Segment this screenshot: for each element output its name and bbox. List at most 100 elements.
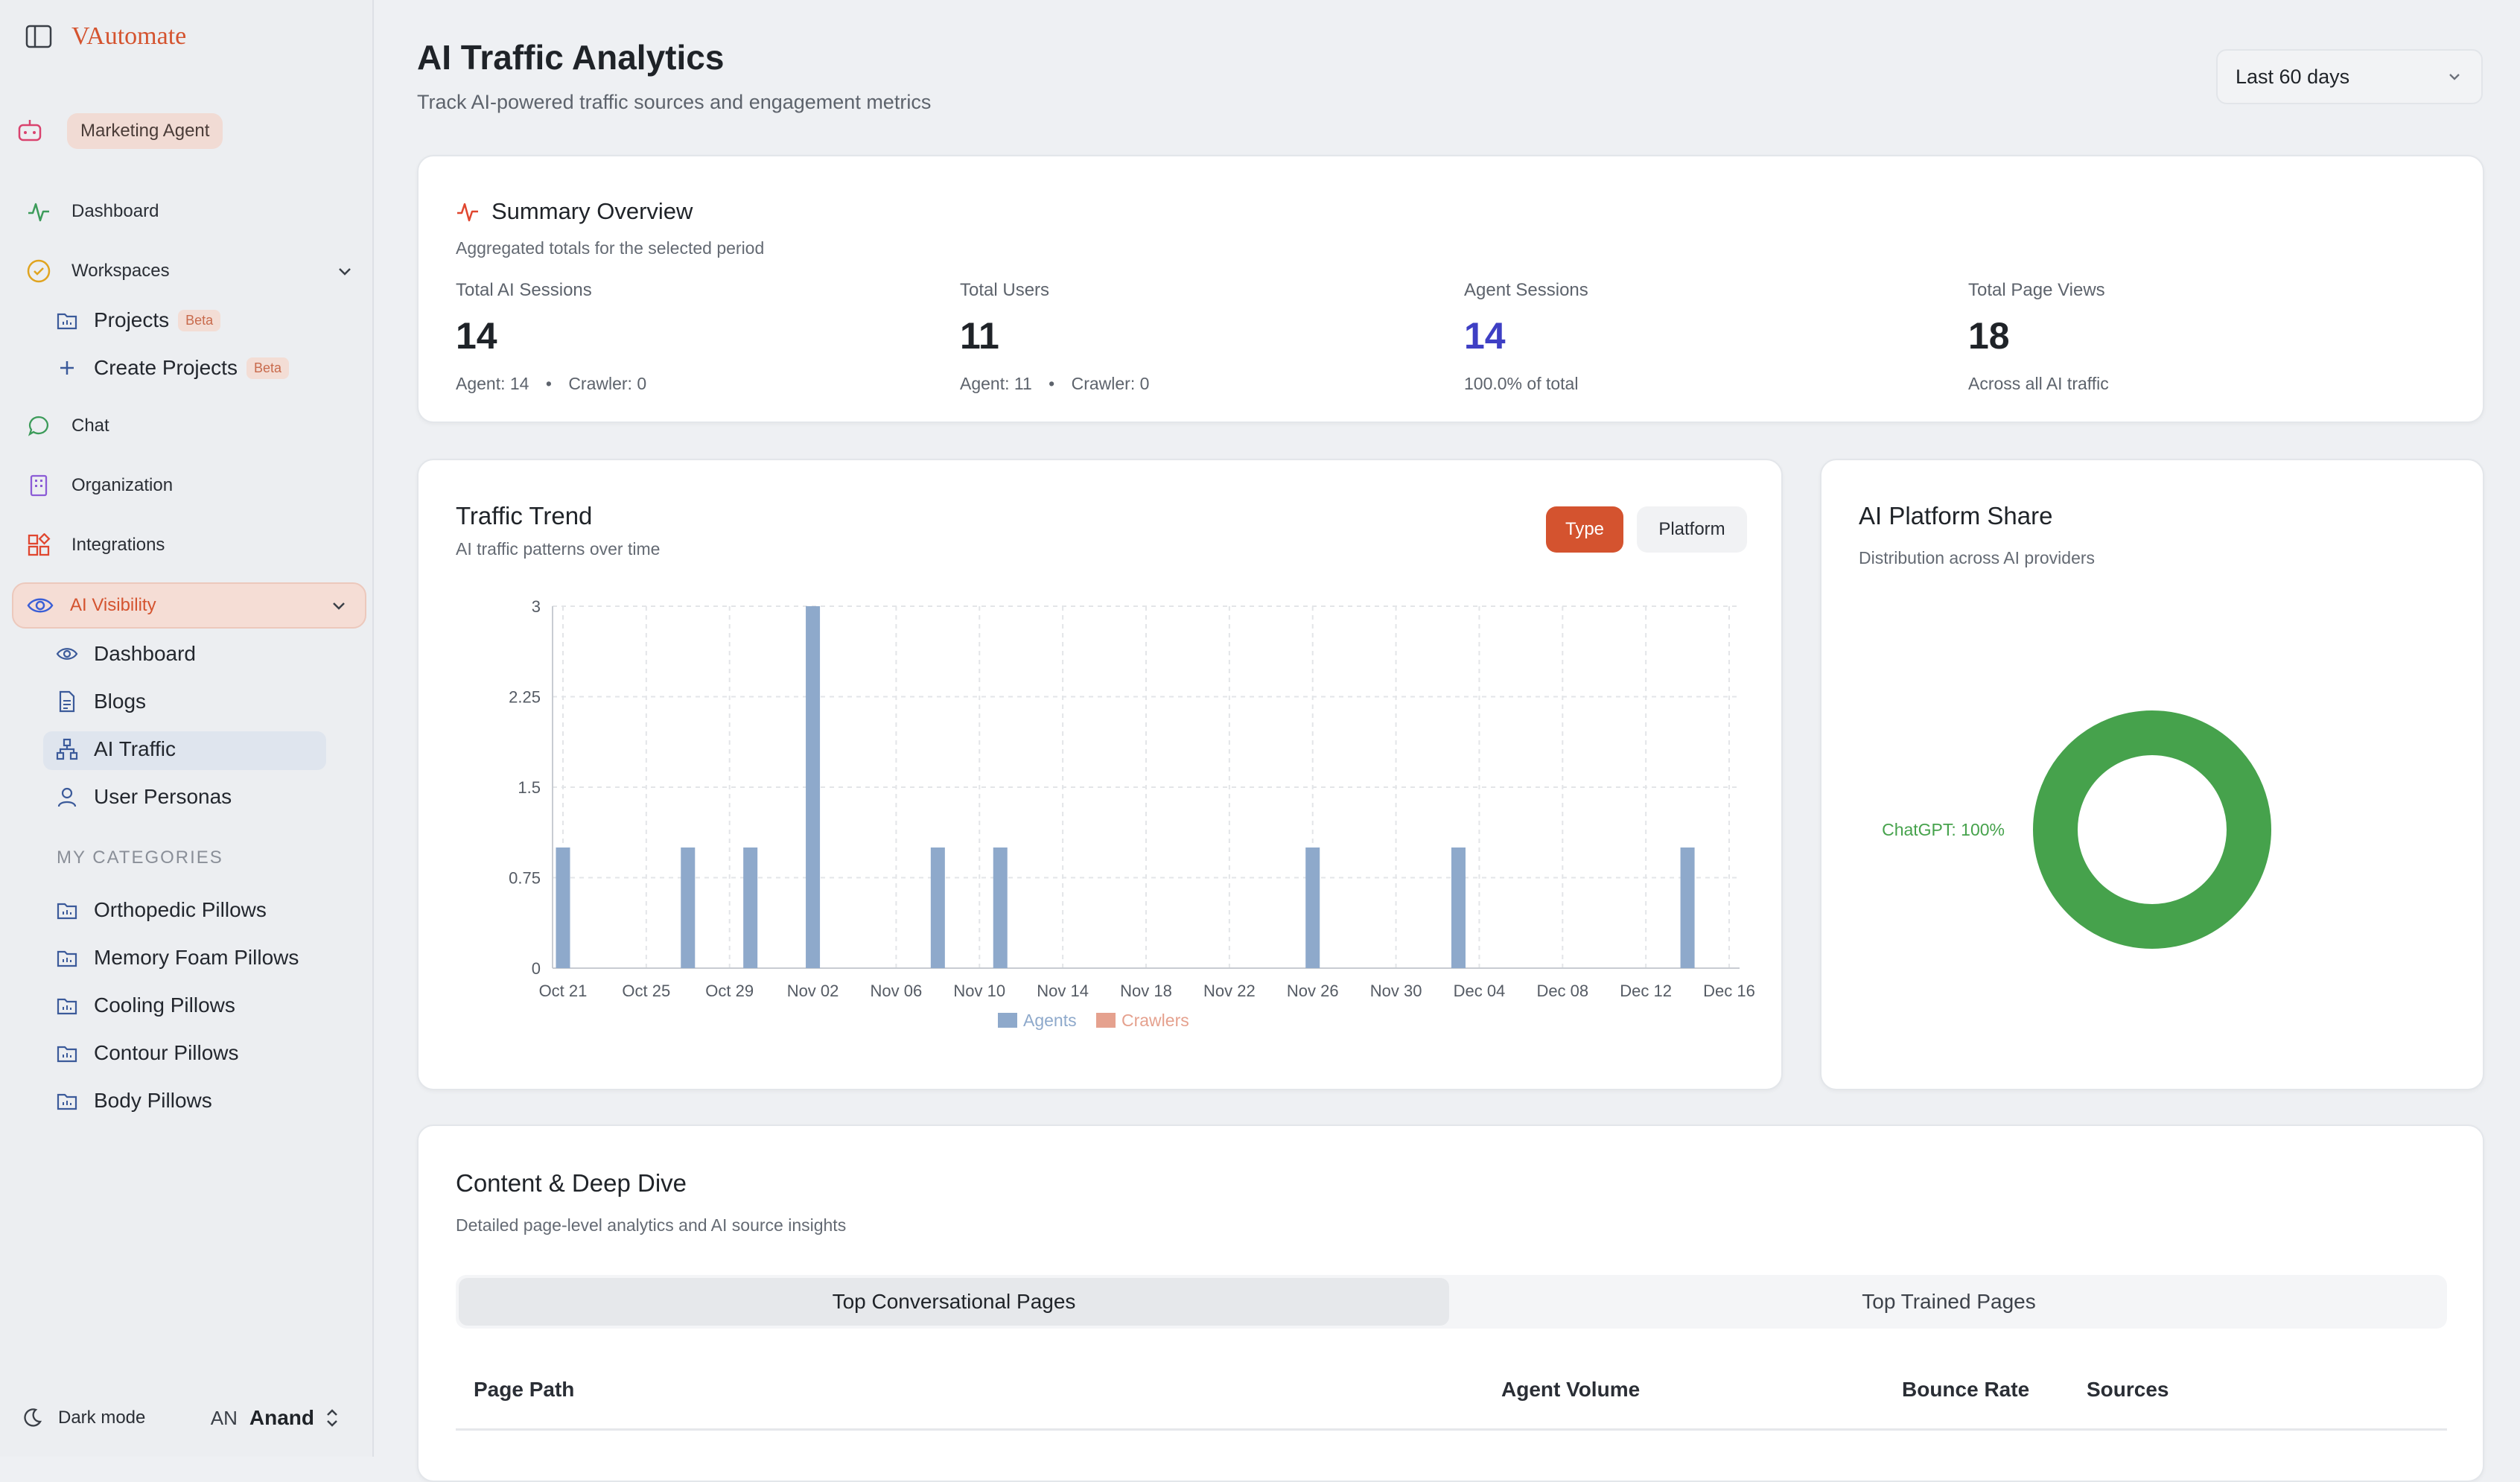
y-tick-label: 0.75	[509, 869, 541, 888]
metric-value: 14	[456, 315, 497, 357]
nav-ai-visibility-label: AI Visibility	[70, 595, 156, 615]
nav-workspaces[interactable]: Workspaces	[25, 258, 353, 284]
legend-label-agents: Agents	[1023, 1011, 1077, 1030]
content-tabs: Top Conversational Pages Top Trained Pag…	[456, 1275, 2447, 1329]
dark-mode-toggle[interactable]: Dark mode	[58, 1408, 146, 1428]
x-tick-label: Dec 16	[1703, 982, 1755, 1000]
nav-dashboard[interactable]: Dashboard	[25, 198, 159, 225]
chevron-down-icon[interactable]	[329, 596, 349, 615]
trend-subtitle: AI traffic patterns over time	[456, 539, 661, 559]
x-tick-label: Nov 18	[1120, 982, 1172, 1000]
metric-agent-sessions: Agent Sessions 14 100.0% of total	[1464, 280, 1941, 394]
user-icon	[55, 785, 79, 809]
nav-blogs-label: Blogs	[94, 690, 147, 713]
table-header-divider	[456, 1428, 2447, 1431]
folder-chart-icon	[55, 1041, 79, 1065]
column-header-bounce-rate[interactable]: Bounce Rate	[1902, 1378, 2030, 1401]
legend-swatch-crawlers	[1096, 1013, 1116, 1028]
brand-name[interactable]: VAutomate	[71, 22, 187, 50]
nav-ai-traffic[interactable]: AI Traffic	[55, 737, 176, 761]
bar-agents	[930, 847, 945, 968]
platform-share-chart: ChatGPT: 100%	[1882, 710, 2271, 949]
nav-chat-label: Chat	[71, 416, 109, 436]
category-label: Memory Foam Pillows	[94, 946, 299, 969]
chevron-down-icon	[2449, 74, 2460, 80]
metric-note: 100.0% of total	[1464, 374, 1579, 393]
metric-note-crawler: Crawler: 0	[568, 374, 647, 393]
nav-user-personas[interactable]: User Personas	[55, 785, 232, 809]
bar-agents	[806, 606, 821, 968]
sidebar: VAutomate Marketing Agent Dashboard Work…	[0, 0, 374, 1457]
summary-card: Summary Overview Aggregated totals for t…	[417, 155, 2484, 423]
category-item[interactable]: Memory Foam Pillows	[55, 946, 299, 970]
tab-top-conversational-pages[interactable]: Top Conversational Pages	[459, 1278, 1449, 1326]
bar-agents	[1680, 847, 1695, 968]
agent-selector[interactable]: Marketing Agent	[15, 113, 223, 149]
metric-note: Agent: 11 • Crawler: 0	[960, 374, 1436, 394]
legend-swatch-agents	[998, 1013, 1017, 1028]
metric-note: Across all AI traffic	[1968, 374, 2109, 393]
category-label: Contour Pillows	[94, 1041, 239, 1064]
y-tick-label: 3	[532, 597, 541, 616]
column-header-agent-volume[interactable]: Agent Volume	[1501, 1378, 1641, 1401]
x-tick-label: Nov 30	[1370, 982, 1422, 1000]
pie-slice-label: ChatGPT: 100%	[1882, 820, 2005, 839]
category-label: Orthopedic Pillows	[94, 898, 267, 921]
avatar: AN	[210, 1406, 238, 1429]
metric-total-ai-sessions: Total AI Sessions 14 Agent: 14 • Crawler…	[456, 280, 932, 394]
separator: •	[1049, 374, 1055, 393]
y-tick-label: 1.5	[518, 778, 541, 797]
nav-integrations[interactable]: Integrations	[25, 532, 165, 559]
user-name: Anand	[249, 1406, 314, 1429]
nav-integrations-label: Integrations	[71, 535, 165, 555]
network-icon	[55, 737, 79, 761]
metric-value: 18	[1968, 315, 2010, 357]
nav-chat[interactable]: Chat	[25, 413, 109, 439]
nav-create-projects[interactable]: Create Projects Beta	[55, 356, 289, 380]
x-tick-label: Oct 29	[705, 982, 754, 1000]
metric-label: Agent Sessions	[1464, 280, 1588, 300]
summary-header: Summary Overview	[456, 198, 693, 225]
user-menu[interactable]: AN Anand	[211, 1406, 341, 1430]
column-header-page-path[interactable]: Page Path	[474, 1378, 575, 1401]
categories-heading: MY CATEGORIES	[57, 847, 223, 868]
category-item[interactable]: Contour Pillows	[55, 1041, 239, 1065]
nav-ai-traffic-label: AI Traffic	[94, 737, 176, 760]
nav-projects[interactable]: Projects Beta	[55, 308, 221, 332]
column-header-sources[interactable]: Sources	[2087, 1378, 2169, 1401]
nav-ai-visibility[interactable]: AI Visibility	[12, 582, 366, 629]
y-tick-label: 2.25	[509, 688, 541, 707]
nav-organization-label: Organization	[71, 475, 174, 495]
content-title: Content & Deep Dive	[456, 1169, 687, 1197]
category-item[interactable]: Orthopedic Pillows	[55, 898, 267, 922]
metric-note: Agent: 14 • Crawler: 0	[456, 374, 932, 394]
nav-blogs[interactable]: Blogs	[55, 690, 146, 713]
date-range-select[interactable]: Last 60 days	[2216, 49, 2483, 104]
nav-dashboard-label: Dashboard	[71, 201, 159, 221]
chevron-down-icon[interactable]	[335, 261, 354, 281]
traffic-trend-card: Traffic Trend AI traffic patterns over t…	[417, 459, 1783, 1090]
nav-projects-label: Projects	[94, 308, 170, 331]
moon-icon[interactable]	[21, 1407, 43, 1429]
nav-vis-dashboard[interactable]: Dashboard	[55, 642, 196, 666]
bar-agents	[993, 847, 1008, 968]
x-tick-label: Nov 02	[787, 982, 839, 1000]
sidebar-toggle-icon[interactable]	[25, 24, 52, 49]
tab-top-trained-pages[interactable]: Top Trained Pages	[1862, 1290, 2036, 1313]
robot-icon	[18, 120, 42, 141]
category-item[interactable]: Cooling Pillows	[55, 993, 235, 1017]
nav-organization[interactable]: Organization	[25, 472, 173, 499]
category-item[interactable]: Body Pillows	[55, 1089, 212, 1113]
legend-label-crawlers: Crawlers	[1121, 1011, 1189, 1030]
eye-icon	[25, 591, 55, 620]
x-tick-label: Dec 12	[1620, 982, 1672, 1000]
bar-agents	[681, 847, 696, 968]
platform-toggle-button[interactable]: Platform	[1637, 506, 1747, 553]
eye-icon	[55, 642, 79, 666]
content-deep-dive-card: Content & Deep Dive Detailed page-level …	[417, 1125, 2484, 1482]
chat-bubble-icon	[25, 413, 52, 439]
folder-chart-icon	[55, 898, 79, 922]
metric-note-crawler: Crawler: 0	[1071, 374, 1150, 393]
type-toggle-button[interactable]: Type	[1546, 506, 1623, 553]
metric-label: Total Users	[960, 280, 1050, 300]
